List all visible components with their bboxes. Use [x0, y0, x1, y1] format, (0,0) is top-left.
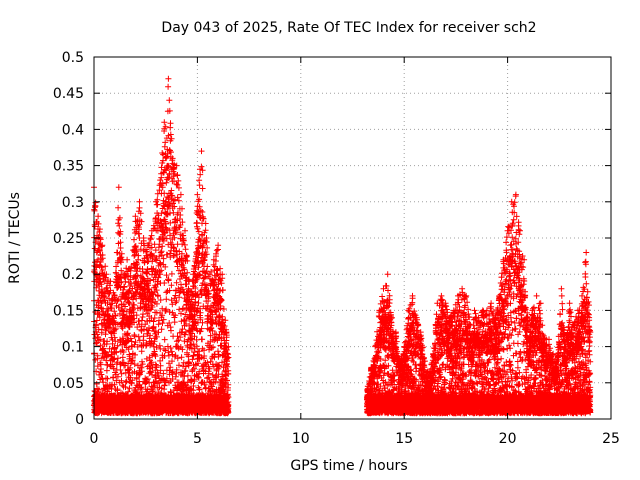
- x-tick-label: 5: [193, 431, 202, 447]
- axis-ticks: 0 5 10 15 20 25 0 0.05 0.1 0.15 0.2 0.25 0.3 0.35 0.4 0…: [53, 50, 620, 447]
- x-tick-label: 20: [499, 431, 517, 447]
- y-tick-label: 0.35: [53, 159, 84, 175]
- y-tick-label: 0.1: [62, 340, 84, 356]
- y-tick-label: 0.25: [53, 231, 84, 247]
- y-tick-label: 0: [75, 412, 84, 428]
- x-tick-label: 15: [395, 431, 413, 447]
- y-tick-label: 0.4: [62, 122, 84, 138]
- y-tick-label: 0.2: [62, 267, 84, 283]
- y-tick-label: 0.5: [62, 50, 84, 66]
- y-tick-label: 0.15: [53, 303, 84, 319]
- x-axis-label: GPS time / hours: [290, 458, 407, 474]
- x-tick-label: 10: [292, 431, 310, 447]
- chart-title: Day 043 of 2025, Rate Of TEC Index for r…: [161, 20, 536, 36]
- y-tick-label: 0.05: [53, 376, 84, 392]
- grid-lines: [94, 57, 611, 419]
- y-axis-label: ROTI / TECUs: [7, 192, 23, 284]
- y-tick-label: 0.45: [53, 86, 84, 102]
- x-tick-label: 0: [90, 431, 99, 447]
- y-tick-label: 0.3: [62, 195, 84, 211]
- x-tick-label: 25: [602, 431, 620, 447]
